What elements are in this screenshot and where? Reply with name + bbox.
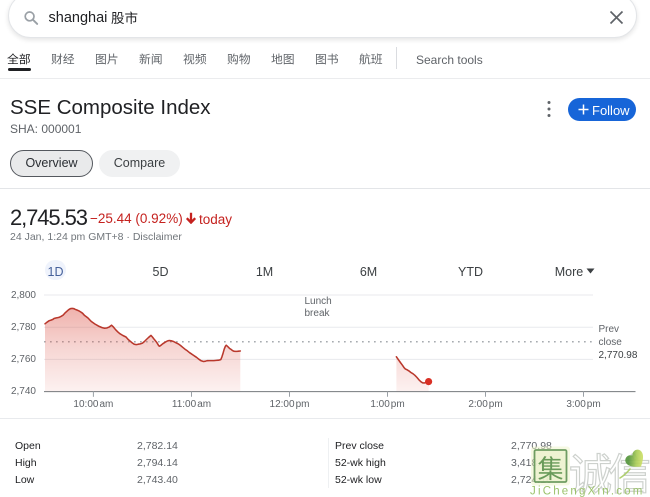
svg-text:JiChengXin.com: JiChengXin.com bbox=[530, 486, 645, 497]
